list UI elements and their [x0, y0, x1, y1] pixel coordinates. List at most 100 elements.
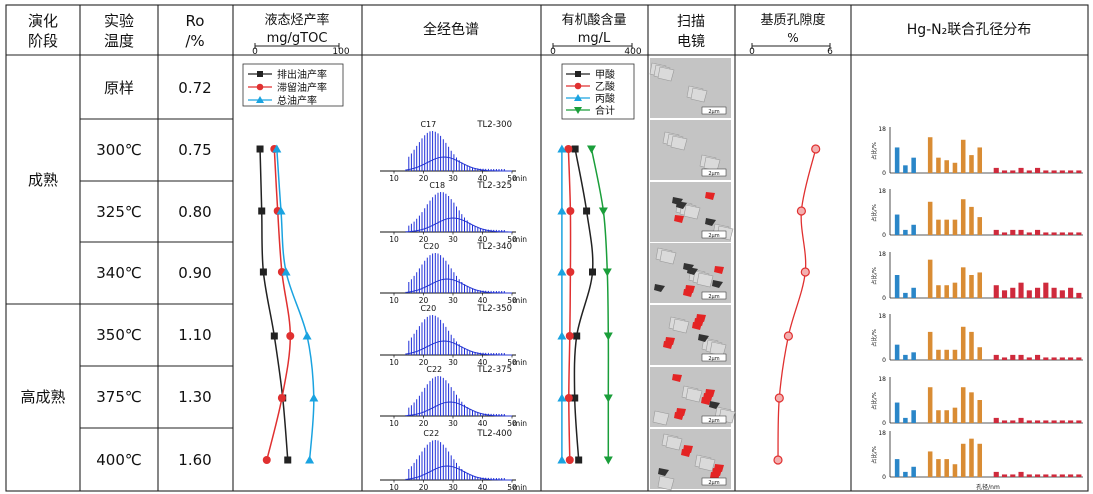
- hgn-bar-4-21: [1068, 420, 1074, 423]
- acid-series-point-2-2: [557, 267, 567, 276]
- hgn-bar-3-15: [1018, 354, 1024, 360]
- hgn-bar-5-6: [944, 459, 949, 477]
- sem-pore-red-5-4: [705, 389, 715, 397]
- gc-tick-label-4-2: 30: [448, 419, 458, 428]
- hgn-bar-3-9: [969, 331, 974, 360]
- hgn-bar-2-4: [927, 259, 933, 298]
- oil-yield-chart: [256, 144, 319, 464]
- oil-series-point-1-5: [262, 456, 271, 464]
- porosity-point-3: [783, 331, 794, 341]
- acid-series-point-2-0: [557, 144, 567, 153]
- ro-0: 0.72: [178, 79, 211, 97]
- temp-6: 400℃: [96, 451, 141, 469]
- header-axis-labels: 0 100 0 400 0 6: [252, 47, 833, 57]
- oil-series-point-2-5: [305, 455, 315, 464]
- hgn-bar-2-6: [944, 285, 949, 298]
- hgn-bar-4-6: [944, 410, 949, 423]
- hgn-bar-2-0: [894, 275, 900, 298]
- gc-tick-label-0-0: 10: [389, 174, 399, 183]
- hgn-bar-4-10: [977, 400, 983, 423]
- sem-pore-dark-5-0: [709, 401, 720, 409]
- gc-peak-label-5: C22: [423, 429, 439, 438]
- hgn-bar-1-16: [1026, 232, 1032, 235]
- gc-sample-label-3: TL2-350: [476, 304, 512, 314]
- hgn-ytick-min-0: 0: [882, 170, 886, 177]
- gc-peak-label-4: C22: [426, 365, 442, 374]
- hgn-bar-5-12: [993, 471, 999, 477]
- acid-series-point-1-1: [566, 207, 575, 215]
- hgn-bar-4-8: [960, 387, 966, 423]
- hgn-bar-2-15: [1018, 282, 1024, 298]
- hgn-bar-2-5: [936, 285, 941, 298]
- hgn-bar-1-7: [952, 219, 958, 235]
- hgn-bar-3-19: [1051, 357, 1057, 360]
- sem-scale-label-2: 2μm: [708, 233, 719, 239]
- hgn-bar-4-4: [927, 387, 933, 423]
- sem-pore-dark-3-1: [654, 284, 665, 292]
- hgn-bar-5-13: [1001, 474, 1008, 477]
- hgn-bar-0-2: [911, 157, 916, 173]
- oil-series-point-0-1: [258, 207, 266, 215]
- hgn-bar-0-13: [1001, 170, 1008, 173]
- header-stage-line2: 阶段: [28, 32, 58, 50]
- header-gc-title: 全经色谱: [423, 21, 479, 38]
- gc-tick-label-5-1: 20: [419, 483, 429, 492]
- hgn-bar-5-14: [1010, 474, 1016, 477]
- hgn-bar-5-17: [1035, 474, 1041, 477]
- gc-tick-label-0-3: 40: [478, 174, 488, 183]
- acid-series-point-3-5: [603, 456, 613, 465]
- hgn-bar-4-12: [993, 417, 999, 423]
- hgn-xlabel: 孔径/nm: [976, 483, 1000, 491]
- hgn-bar-3-22: [1076, 357, 1082, 360]
- hgn-bar-3-13: [1001, 357, 1008, 360]
- oil-series-point-1-4: [277, 394, 286, 402]
- hgn-bar-1-6: [944, 219, 949, 235]
- sem-scale-label-3: 2μm: [708, 294, 719, 300]
- hgn-bar-3-17: [1035, 354, 1041, 360]
- hgn-ylabel-2: 占比/%: [870, 267, 878, 285]
- header-ro-line2: /%: [185, 32, 204, 50]
- hgn-bar-1-21: [1068, 232, 1074, 235]
- sem-pore-red-6-3: [683, 445, 693, 453]
- gc-sample-label-1: TL2-325: [476, 181, 512, 191]
- header-sem-line1: 扫描: [677, 14, 705, 30]
- sem-grain-4-3: [672, 318, 690, 334]
- sem-pore-dark-6-0: [658, 468, 669, 476]
- hgn-bar-1-12: [993, 229, 999, 235]
- hgn-bar-0-19: [1051, 170, 1057, 173]
- hgn-bar-4-18: [1043, 420, 1049, 423]
- gc-unit-1: min: [513, 235, 527, 244]
- header-acid-title: 有机酸含量: [561, 12, 626, 28]
- oil-series-point-1-3: [286, 332, 295, 340]
- hgn-ytick-min-1: 0: [882, 232, 886, 239]
- hgn-bar-2-9: [969, 275, 974, 298]
- hgn-bar-2-20: [1059, 290, 1065, 298]
- hgn-ytick-max-5: 18: [878, 430, 886, 437]
- hgn-bar-3-16: [1026, 357, 1032, 360]
- hgn-bar-2-2: [911, 287, 916, 298]
- acid-series-point-1-5: [565, 456, 574, 464]
- gc-tick-label-2-2: 30: [448, 296, 458, 305]
- hgn-ytick-max-1: 18: [878, 188, 886, 195]
- hgn-bar-0-8: [960, 139, 966, 173]
- acid-series-point-3-2: [602, 268, 612, 277]
- hgn-bar-1-22: [1076, 232, 1082, 235]
- hgn-bar-0-12: [993, 167, 999, 173]
- oil-series-point-2-3: [302, 331, 312, 340]
- sem-grain-0-4: [657, 66, 675, 82]
- gc-peak-label-3: C20: [420, 304, 436, 313]
- hgn-bar-2-18: [1043, 282, 1049, 298]
- hgn-bar-0-7: [952, 162, 958, 173]
- ro-3: 0.90: [178, 264, 211, 282]
- hgn-bar-0-0: [894, 147, 900, 173]
- acid-series-point-0-1: [583, 207, 591, 215]
- hgn-bar-2-8: [960, 267, 966, 298]
- hgn-bar-1-9: [969, 206, 974, 235]
- oil-series-point-2-4: [309, 393, 319, 402]
- hgn-bar-0-18: [1043, 170, 1049, 173]
- hgn-bar-2-12: [993, 285, 999, 298]
- gc-tick-label-2-1: 20: [419, 296, 429, 305]
- gc-peaks-4: [408, 376, 505, 416]
- hgn-bar-3-18: [1043, 357, 1049, 360]
